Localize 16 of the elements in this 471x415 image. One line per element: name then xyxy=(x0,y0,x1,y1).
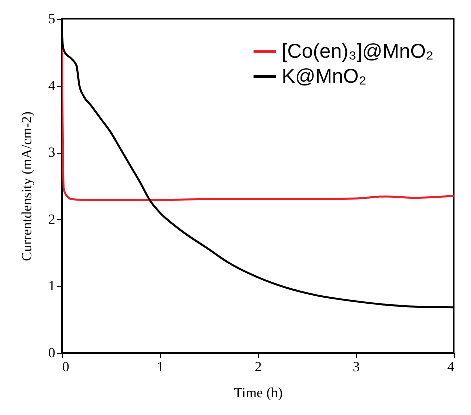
x-axis-title: Time (h) xyxy=(234,386,284,402)
y-tick-label: 1 xyxy=(48,280,56,295)
y-tick-label: 2 xyxy=(48,212,56,228)
y-tick-label: 0 xyxy=(48,346,56,362)
y-tick-label: 3 xyxy=(48,146,56,162)
x-tick-label: 1 xyxy=(157,360,164,376)
y-tick-label: 5 xyxy=(48,12,56,28)
x-tick-label: 4 xyxy=(448,360,454,376)
x-tick-label: 2 xyxy=(255,360,262,376)
legend-label: K@MnO₂ xyxy=(282,66,367,88)
y-tick-label: 4 xyxy=(48,79,56,94)
y-axis-title: Currentdensity (mA/cm-2) xyxy=(20,111,36,262)
legend-label: [Co(en)₃]@MnO₂ xyxy=(282,41,434,63)
x-tick-label: 0 xyxy=(62,360,70,376)
line-series xyxy=(62,44,454,202)
x-tick-label: 3 xyxy=(353,360,360,376)
